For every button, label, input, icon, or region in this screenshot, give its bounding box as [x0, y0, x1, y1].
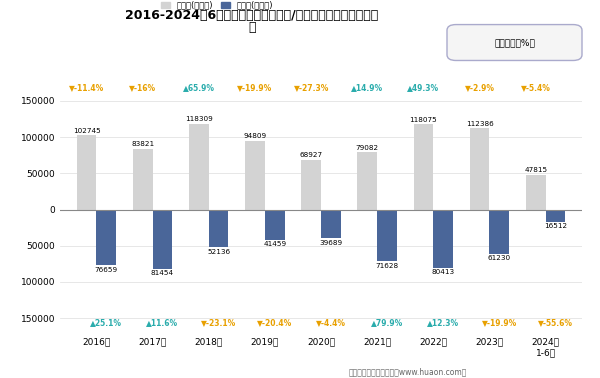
Bar [97, 209, 116, 265]
Text: 118309: 118309 [185, 116, 213, 122]
Text: ▲79.9%: ▲79.9% [371, 318, 403, 327]
Text: ▲12.3%: ▲12.3% [427, 318, 459, 327]
Text: ▼-20.4%: ▼-20.4% [257, 318, 292, 327]
Bar [470, 128, 490, 209]
Text: 计: 计 [248, 21, 256, 34]
Bar [133, 149, 152, 209]
Text: 112386: 112386 [466, 121, 493, 127]
Text: 94809: 94809 [244, 133, 266, 139]
Bar [321, 209, 341, 238]
Bar [245, 141, 265, 209]
Text: 83821: 83821 [131, 141, 154, 147]
Text: ▼-2.9%: ▼-2.9% [464, 84, 494, 92]
Text: 47815: 47815 [524, 167, 547, 174]
Bar [526, 175, 545, 209]
Text: ▲14.9%: ▲14.9% [351, 84, 383, 92]
Text: ▼-4.4%: ▼-4.4% [316, 318, 346, 327]
Text: 制图：华经产业研究院（www.huaon.com）: 制图：华经产业研究院（www.huaon.com） [349, 367, 467, 376]
Bar [490, 209, 509, 254]
Legend: 出口额(万美元), 进口额(万美元): 出口额(万美元), 进口额(万美元) [158, 0, 276, 13]
Text: 52136: 52136 [207, 249, 230, 255]
Text: 2016-2024年6月兰州市（境内目的地/货源地）进、出口额统计: 2016-2024年6月兰州市（境内目的地/货源地）进、出口额统计 [125, 9, 379, 22]
Text: ▼-16%: ▼-16% [129, 84, 157, 92]
Text: 68927: 68927 [299, 152, 323, 158]
Text: ▲11.6%: ▲11.6% [146, 318, 178, 327]
Text: 41459: 41459 [263, 241, 286, 247]
Text: 同比增速（%）: 同比增速（%） [494, 38, 535, 47]
Text: 79082: 79082 [356, 145, 379, 151]
Text: 71628: 71628 [376, 263, 398, 269]
Text: ▼-27.3%: ▼-27.3% [293, 84, 329, 92]
Text: 80413: 80413 [431, 269, 455, 275]
Text: 61230: 61230 [488, 255, 511, 261]
Text: 39689: 39689 [319, 240, 343, 246]
Text: ▲49.3%: ▲49.3% [407, 84, 439, 92]
Bar [301, 160, 321, 209]
Text: 118075: 118075 [410, 116, 437, 122]
Text: ▲65.9%: ▲65.9% [183, 84, 215, 92]
Bar [77, 135, 97, 209]
Text: ▼-23.1%: ▼-23.1% [201, 318, 236, 327]
Bar [189, 124, 209, 209]
Text: ▼-19.9%: ▼-19.9% [482, 318, 517, 327]
Text: 81454: 81454 [151, 270, 174, 276]
Bar [152, 209, 172, 268]
Text: 76659: 76659 [95, 266, 118, 273]
Bar [358, 152, 377, 209]
Bar [265, 209, 284, 240]
Text: ▼-5.4%: ▼-5.4% [521, 84, 551, 92]
Text: ▼-11.4%: ▼-11.4% [69, 84, 104, 92]
Text: ▼-19.9%: ▼-19.9% [238, 84, 272, 92]
Text: ▼-55.6%: ▼-55.6% [538, 318, 573, 327]
Text: 16512: 16512 [544, 223, 567, 229]
Bar [209, 209, 229, 247]
Bar [413, 124, 433, 209]
Bar [433, 209, 453, 268]
Text: 102745: 102745 [73, 128, 101, 134]
Text: ▲25.1%: ▲25.1% [91, 318, 122, 327]
Bar [545, 209, 565, 222]
Bar [377, 209, 397, 262]
